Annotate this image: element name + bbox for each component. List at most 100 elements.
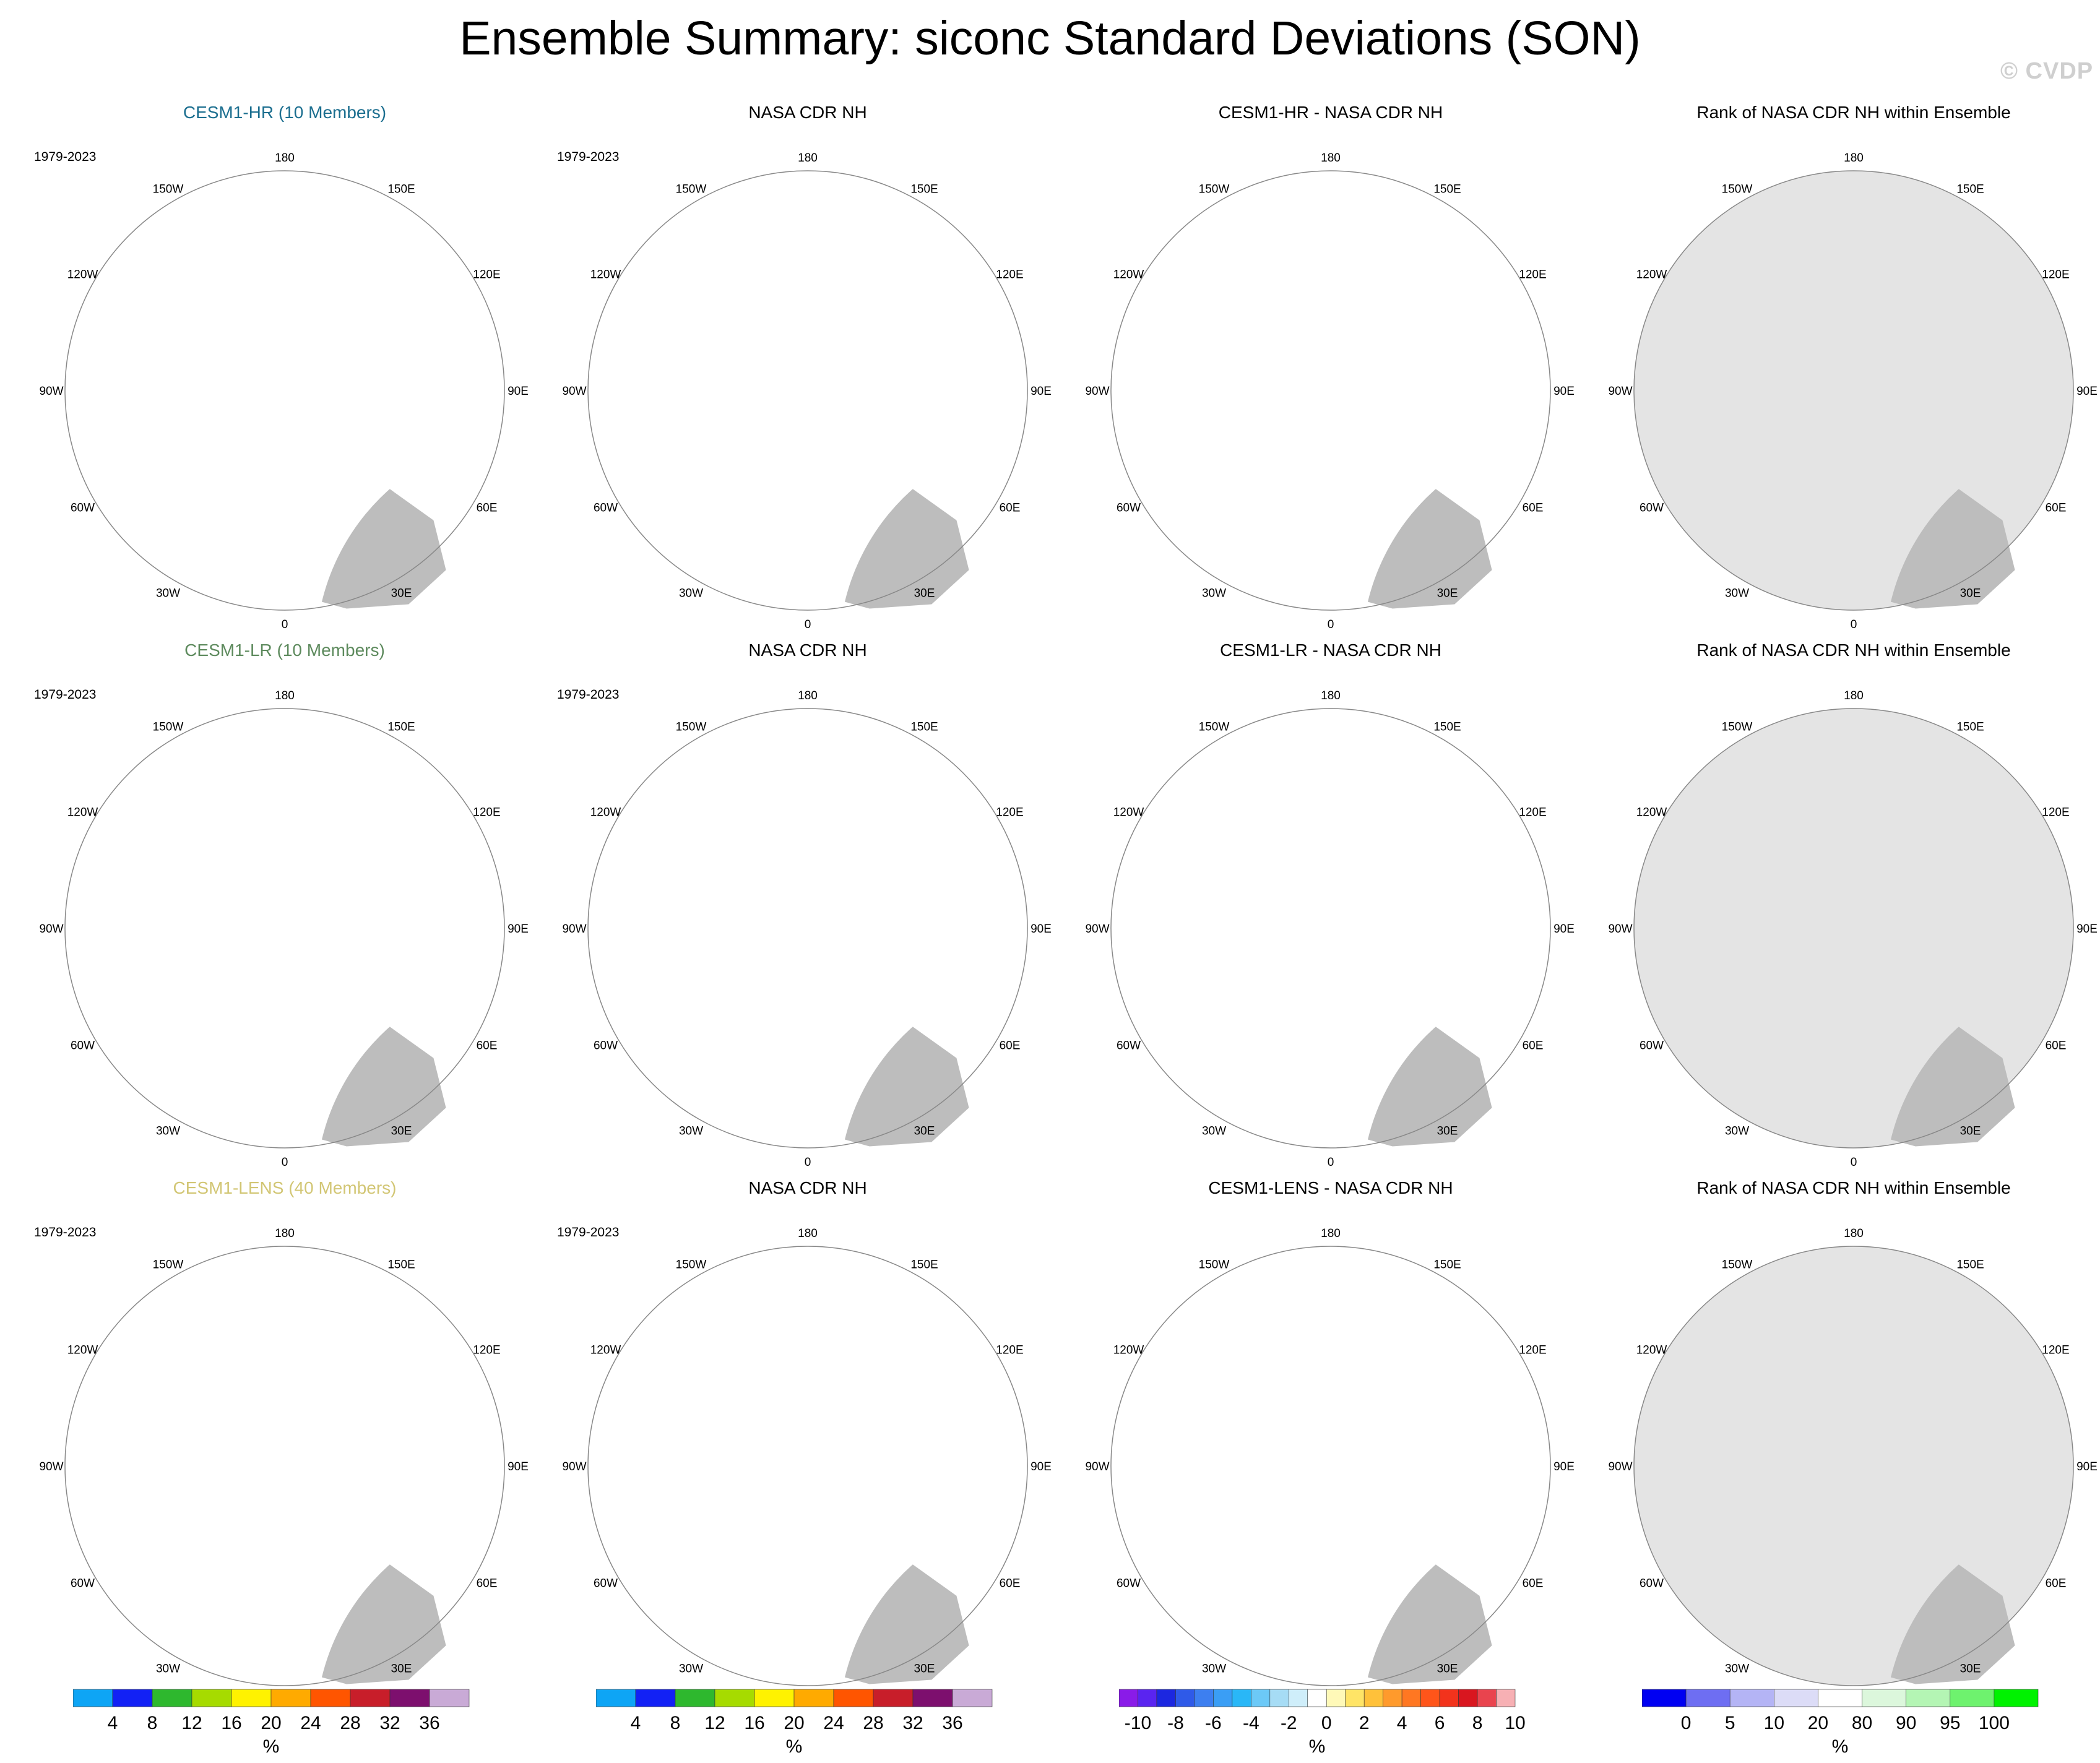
- panel-title: CESM1-LENS - NASA CDR NH: [1208, 1178, 1453, 1197]
- colorbar-swatch: [1156, 1689, 1176, 1707]
- colorbar-swatch: [1906, 1689, 1951, 1707]
- colorbar-swatch: [1496, 1689, 1516, 1707]
- longitude-label: 60E: [1000, 1577, 1021, 1590]
- longitude-label: 60W: [1640, 1040, 1664, 1053]
- colorbar-swatch: [1383, 1689, 1402, 1707]
- longitude-label: 60W: [1640, 1577, 1664, 1590]
- longitude-label: 30E: [1960, 587, 1981, 600]
- colorbar-swatch: [1862, 1689, 1906, 1707]
- longitude-label: 60E: [1000, 502, 1021, 515]
- longitude-label: 0: [805, 618, 811, 631]
- colorbar-swatch: [1994, 1689, 2039, 1707]
- colorbar-tick-label: -4: [1243, 1713, 1260, 1733]
- longitude-label: 150W: [153, 721, 184, 734]
- longitude-label: 60W: [71, 502, 95, 515]
- longitude-label: 30W: [156, 1662, 180, 1675]
- colorbar-swatch: [912, 1689, 953, 1707]
- colorbar-swatch: [1251, 1689, 1271, 1707]
- colorbar-tick-label: 20: [261, 1713, 281, 1733]
- longitude-label: 30E: [1437, 1124, 1458, 1137]
- longitude-label: 30W: [1202, 587, 1226, 600]
- colorbar: 4 8 12 16 20 24 28 32 36%: [72, 1687, 494, 1763]
- longitude-label: 90W: [562, 385, 586, 398]
- longitude-label: 150W: [1199, 721, 1230, 734]
- longitude-label: 90E: [2076, 385, 2098, 398]
- longitude-label: 150W: [1722, 183, 1753, 196]
- map-boundary: [64, 1246, 505, 1686]
- longitude-label: 150E: [387, 721, 415, 734]
- colorbar-swatch: [1439, 1689, 1459, 1707]
- longitude-label: 120E: [996, 269, 1023, 282]
- colorbar-tick-label: 32: [902, 1713, 923, 1733]
- colorbar-tick-label: 0: [1321, 1713, 1332, 1733]
- colorbar-tick-label: 2: [1359, 1713, 1370, 1733]
- colorbar: 0 5 10 20 80 90 95 100%: [1641, 1687, 2063, 1763]
- colorbar-tick-label: 36: [419, 1713, 439, 1733]
- longitude-label: 120W: [1636, 806, 1667, 819]
- colorbar-unit: %: [1309, 1736, 1326, 1757]
- colorbar-swatch: [72, 1689, 113, 1707]
- period-label: 1979-2023: [557, 1225, 620, 1239]
- longitude-label: 120E: [473, 1344, 500, 1357]
- longitude-label: 180: [798, 152, 818, 165]
- map-panel: Rank of NASA CDR NH within Ensemble 180 15…: [1603, 103, 2100, 647]
- longitude-label: 60W: [1117, 1040, 1141, 1053]
- longitude-label: 150E: [1956, 183, 1984, 196]
- panel-title: CESM1-LR (10 Members): [184, 640, 385, 660]
- panel-title: Rank of NASA CDR NH within Ensemble: [1696, 640, 2011, 660]
- map-boundary: [1110, 708, 1551, 1149]
- longitude-label: 150W: [1722, 721, 1753, 734]
- period-label: 1979-2023: [34, 150, 97, 164]
- longitude-label: 150W: [676, 721, 707, 734]
- longitude-label: 60W: [594, 1040, 618, 1053]
- longitude-label: 120E: [473, 269, 500, 282]
- colorbar-swatch: [1213, 1689, 1233, 1707]
- colorbar-swatch: [1363, 1689, 1383, 1707]
- longitude-label: 30W: [1202, 1124, 1226, 1137]
- period-label: 1979-2023: [557, 150, 620, 164]
- map-panel: NASA CDR NH 1979-2023 180 150E 120E 90E 60E 30E…: [557, 640, 1058, 1185]
- map-boundary: [64, 170, 505, 611]
- longitude-label: 150W: [1722, 1259, 1753, 1272]
- longitude-label: 150W: [1199, 1259, 1230, 1272]
- longitude-label: 150E: [910, 721, 938, 734]
- longitude-label: 90W: [39, 923, 63, 936]
- colorbar-unit: %: [263, 1736, 280, 1757]
- longitude-label: 150E: [387, 1259, 415, 1272]
- longitude-label: 0: [282, 1156, 288, 1169]
- watermark: © CVDP: [2000, 58, 2094, 84]
- longitude-label: 30E: [914, 1662, 935, 1675]
- longitude-label: 60E: [1523, 1577, 1544, 1590]
- map-panel: CESM1-HR - NASA CDR NH 180 150E 120E 90E 60E 3…: [1080, 103, 1581, 647]
- panel-title: Rank of NASA CDR NH within Ensemble: [1696, 1178, 2011, 1197]
- map-panel: CESM1-LENS (40 Members) 1979-2023 180 150E 1…: [34, 1178, 535, 1723]
- colorbar-swatch: [112, 1689, 153, 1707]
- colorbar-swatch: [1420, 1689, 1440, 1707]
- panel-title: CESM1-HR (10 Members): [183, 103, 387, 122]
- colorbar-tick-label: 36: [942, 1713, 962, 1733]
- colorbar-tick-label: 10: [1505, 1713, 1525, 1733]
- longitude-label: 30E: [914, 1124, 935, 1137]
- longitude-label: 0: [1851, 1156, 1857, 1169]
- longitude-label: 150E: [1956, 1259, 1984, 1272]
- longitude-label: 30W: [1725, 1662, 1749, 1675]
- colorbar-swatch: [1194, 1689, 1214, 1707]
- longitude-label: 120W: [67, 1344, 98, 1357]
- colorbar-swatch: [1345, 1689, 1365, 1707]
- longitude-label: 90W: [562, 1460, 586, 1473]
- colorbar-tick-label: 12: [704, 1713, 725, 1733]
- longitude-label: 150W: [676, 1259, 707, 1272]
- colorbar-tick-label: 24: [823, 1713, 844, 1733]
- longitude-label: 60W: [594, 502, 618, 515]
- colorbar-swatch: [350, 1689, 391, 1707]
- longitude-label: 60E: [1000, 1040, 1021, 1053]
- longitude-label: 90E: [1553, 385, 1575, 398]
